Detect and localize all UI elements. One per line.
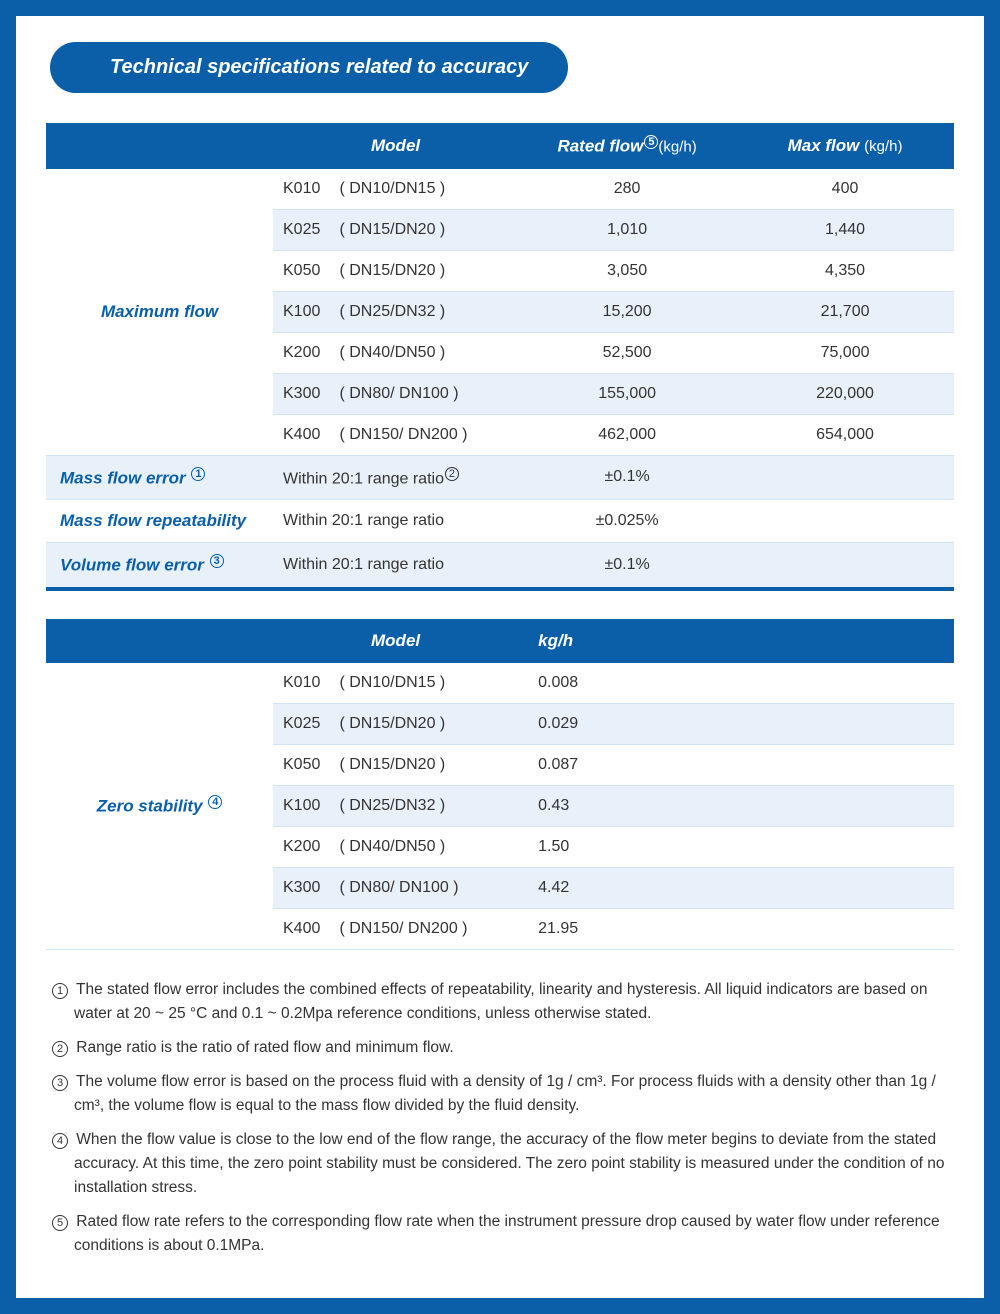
table-header-row: Model Rated flow5(kg/h) Max flow (kg/h): [46, 123, 954, 169]
zerostab-table: Model kg/h Zero stability 4K010 ( DN10/D…: [46, 619, 954, 950]
rated-cell: 3,050: [518, 250, 736, 291]
spec-label: Volume flow error 3: [46, 543, 273, 589]
footnote: 2 Range ratio is the ratio of rated flow…: [52, 1036, 948, 1060]
header-blank: [46, 123, 273, 169]
value-cell: 0.087: [518, 744, 718, 785]
header-kgh: kg/h: [518, 619, 718, 663]
footnote: 5 Rated flow rate refers to the correspo…: [52, 1210, 948, 1258]
blank-cell: [718, 703, 954, 744]
model-cell: K025 ( DN15/DN20 ): [273, 703, 518, 744]
blank-cell: [718, 785, 954, 826]
rated-cell: 52,500: [518, 332, 736, 373]
footnote-num-icon: 1: [52, 983, 68, 999]
sup-icon: 3: [210, 554, 224, 568]
max-cell: 220,000: [736, 373, 954, 414]
maxflow-table: Model Rated flow5(kg/h) Max flow (kg/h) …: [46, 123, 954, 591]
model-cell: K300 ( DN80/ DN100 ): [273, 373, 518, 414]
footnote: 1 The stated flow error includes the com…: [52, 978, 948, 1026]
rated-cell: 462,000: [518, 414, 736, 455]
blank-cell: [718, 908, 954, 949]
model-cell: K050 ( DN15/DN20 ): [273, 744, 518, 785]
rated-cell: 155,000: [518, 373, 736, 414]
value-cell: 4.42: [518, 867, 718, 908]
table-row: Mass flow error 1Within 20:1 range ratio…: [46, 455, 954, 500]
value-cell: 0.43: [518, 785, 718, 826]
header-rated: Rated flow5(kg/h): [518, 123, 736, 169]
value-cell: 0.029: [518, 703, 718, 744]
model-cell: K400 ( DN150/ DN200 ): [273, 414, 518, 455]
header-blank: [46, 619, 273, 663]
footnote-num-icon: 2: [52, 1041, 68, 1057]
max-cell: 4,350: [736, 250, 954, 291]
model-cell: K010 ( DN10/DN15 ): [273, 169, 518, 210]
footnote-num-icon: 5: [52, 1215, 68, 1231]
header-max: Max flow (kg/h): [736, 123, 954, 169]
zerostab-table-wrap: Model kg/h Zero stability 4K010 ( DN10/D…: [46, 619, 954, 950]
sup-icon: 4: [208, 795, 222, 809]
spec-blank: [736, 455, 954, 500]
max-cell: 1,440: [736, 209, 954, 250]
sup-icon: 1: [191, 467, 205, 481]
table-row: Volume flow error 3Within 20:1 range rat…: [46, 543, 954, 589]
model-cell: K200 ( DN40/DN50 ): [273, 826, 518, 867]
blank-cell: [718, 826, 954, 867]
max-cell: 654,000: [736, 414, 954, 455]
model-cell: K300 ( DN80/ DN100 ): [273, 867, 518, 908]
zerostab-label: Zero stability 4: [46, 663, 273, 950]
sup-icon: 2: [445, 467, 459, 481]
model-cell: K025 ( DN15/DN20 ): [273, 209, 518, 250]
header-model: Model: [273, 123, 518, 169]
blank-cell: [718, 663, 954, 704]
model-cell: K100 ( DN25/DN32 ): [273, 291, 518, 332]
spec-cond: Within 20:1 range ratio: [273, 500, 518, 543]
table-row: Maximum flowK010 ( DN10/DN15 )280400: [46, 169, 954, 210]
table-row: Mass flow repeatabilityWithin 20:1 range…: [46, 500, 954, 543]
footnote: 4 When the flow value is close to the lo…: [52, 1128, 948, 1200]
spec-val: ±0.025%: [518, 500, 736, 543]
spec-val: ±0.1%: [518, 455, 736, 500]
spec-val: ±0.1%: [518, 543, 736, 589]
footnote: 3 The volume flow error is based on the …: [52, 1070, 948, 1118]
spec-cond: Within 20:1 range ratio: [273, 543, 518, 589]
header-blank-2: [718, 619, 954, 663]
maxflow-table-wrap: Model Rated flow5(kg/h) Max flow (kg/h) …: [46, 123, 954, 591]
rated-cell: 1,010: [518, 209, 736, 250]
sup-5-icon: 5: [644, 135, 658, 149]
value-cell: 0.008: [518, 663, 718, 704]
max-cell: 400: [736, 169, 954, 210]
footnote-num-icon: 4: [52, 1133, 68, 1149]
max-cell: 75,000: [736, 332, 954, 373]
footnotes: 1 The stated flow error includes the com…: [46, 978, 954, 1258]
max-cell: 21,700: [736, 291, 954, 332]
header-model: Model: [273, 619, 518, 663]
rated-cell: 15,200: [518, 291, 736, 332]
model-cell: K010 ( DN10/DN15 ): [273, 663, 518, 704]
spec-label: Mass flow repeatability: [46, 500, 273, 543]
model-cell: K100 ( DN25/DN32 ): [273, 785, 518, 826]
value-cell: 21.95: [518, 908, 718, 949]
value-cell: 1.50: [518, 826, 718, 867]
blank-cell: [718, 744, 954, 785]
table-header-row: Model kg/h: [46, 619, 954, 663]
spec-cond: Within 20:1 range ratio2: [273, 455, 518, 500]
footnote-num-icon: 3: [52, 1075, 68, 1091]
table-row: Zero stability 4K010 ( DN10/DN15 )0.008: [46, 663, 954, 704]
spec-page: Technical specifications related to accu…: [16, 16, 984, 1298]
spec-label: Mass flow error 1: [46, 455, 273, 500]
spec-blank: [736, 543, 954, 589]
maxflow-label: Maximum flow: [46, 169, 273, 456]
blank-cell: [718, 867, 954, 908]
rated-cell: 280: [518, 169, 736, 210]
model-cell: K400 ( DN150/ DN200 ): [273, 908, 518, 949]
spec-blank: [736, 500, 954, 543]
model-cell: K050 ( DN15/DN20 ): [273, 250, 518, 291]
model-cell: K200 ( DN40/DN50 ): [273, 332, 518, 373]
page-title: Technical specifications related to accu…: [50, 42, 568, 93]
